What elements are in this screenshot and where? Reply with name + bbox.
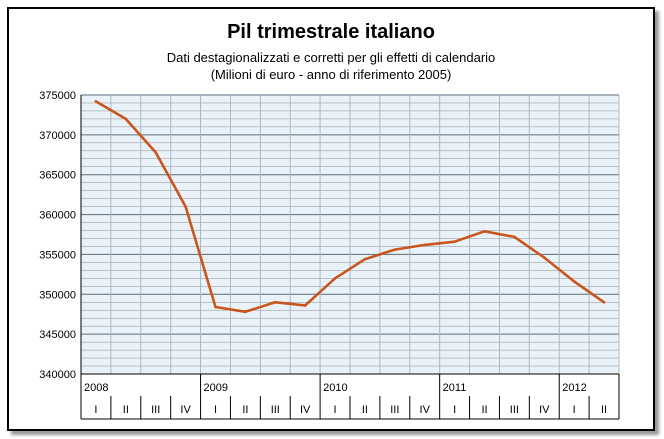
x-tick-label-quarter: I xyxy=(94,404,97,416)
chart-frame: Pil trimestrale italiano Dati destagiona… xyxy=(7,7,655,431)
y-tick-label: 350000 xyxy=(39,289,76,301)
x-tick-label-year: 2008 xyxy=(84,382,108,394)
y-tick-label: 365000 xyxy=(39,170,76,182)
data-point xyxy=(542,256,546,259)
data-point xyxy=(453,240,456,243)
x-tick-label-quarter: I xyxy=(573,404,576,416)
x-tick-label-quarter: I xyxy=(334,404,337,416)
data-point xyxy=(273,300,277,304)
data-point xyxy=(423,243,427,247)
x-tick-label-quarter: IV xyxy=(420,404,431,416)
x-tick-label-quarter: II xyxy=(362,404,368,416)
x-tick-label-quarter: IV xyxy=(180,404,191,416)
x-tick-label-quarter: II xyxy=(123,404,129,416)
y-tick-label: 355000 xyxy=(39,249,76,261)
data-point xyxy=(154,151,158,154)
x-tick-label-quarter: III xyxy=(390,404,399,416)
y-tick-label: 340000 xyxy=(39,369,76,381)
data-point xyxy=(393,248,397,251)
data-point xyxy=(214,305,217,309)
x-tick-label-quarter: II xyxy=(481,404,487,416)
data-point xyxy=(483,230,486,233)
data-point xyxy=(303,304,307,307)
line-chart: 375000 370000 365000 360000 355000 350000 3450… xyxy=(39,90,620,420)
y-tick-label: 360000 xyxy=(39,210,76,222)
x-tick-label-year: 2012 xyxy=(562,382,586,394)
x-tick-label-quarter: III xyxy=(510,404,519,416)
data-point xyxy=(244,310,247,314)
data-point xyxy=(572,280,576,283)
y-tick-label: 370000 xyxy=(39,130,76,142)
x-tick-label-quarter: III xyxy=(271,404,280,416)
x-tick-label-quarter: I xyxy=(453,404,456,416)
data-point xyxy=(513,235,516,239)
chart-subtitle: Dati destagionalizzati e corretti per gl… xyxy=(166,50,496,65)
data-point xyxy=(124,117,128,121)
chart-subtitle-unit: (Milioni di euro - anno di riferimento 2… xyxy=(210,67,452,82)
x-tick-label-year: 2010 xyxy=(323,382,347,394)
x-tick-label-quarter: II xyxy=(601,404,607,416)
x-tick-label-year: 2011 xyxy=(443,382,467,394)
x-tick-label-quarter: IV xyxy=(539,404,550,416)
chart-title: Pil trimestrale italiano xyxy=(227,21,435,43)
y-tick-label: 375000 xyxy=(39,90,76,102)
y-tick-label: 345000 xyxy=(39,329,76,341)
series-line xyxy=(94,100,606,314)
data-point xyxy=(602,300,606,304)
x-tick-label-year: 2009 xyxy=(204,382,228,394)
data-point xyxy=(94,100,98,103)
x-tick-label-quarter: I xyxy=(214,404,217,416)
data-point xyxy=(333,277,337,280)
x-tick-label-quarter: III xyxy=(151,404,160,416)
x-tick-label-quarter: II xyxy=(242,404,248,416)
data-point xyxy=(184,205,187,208)
x-tick-label-quarter: IV xyxy=(300,404,311,416)
data-point xyxy=(363,257,367,261)
